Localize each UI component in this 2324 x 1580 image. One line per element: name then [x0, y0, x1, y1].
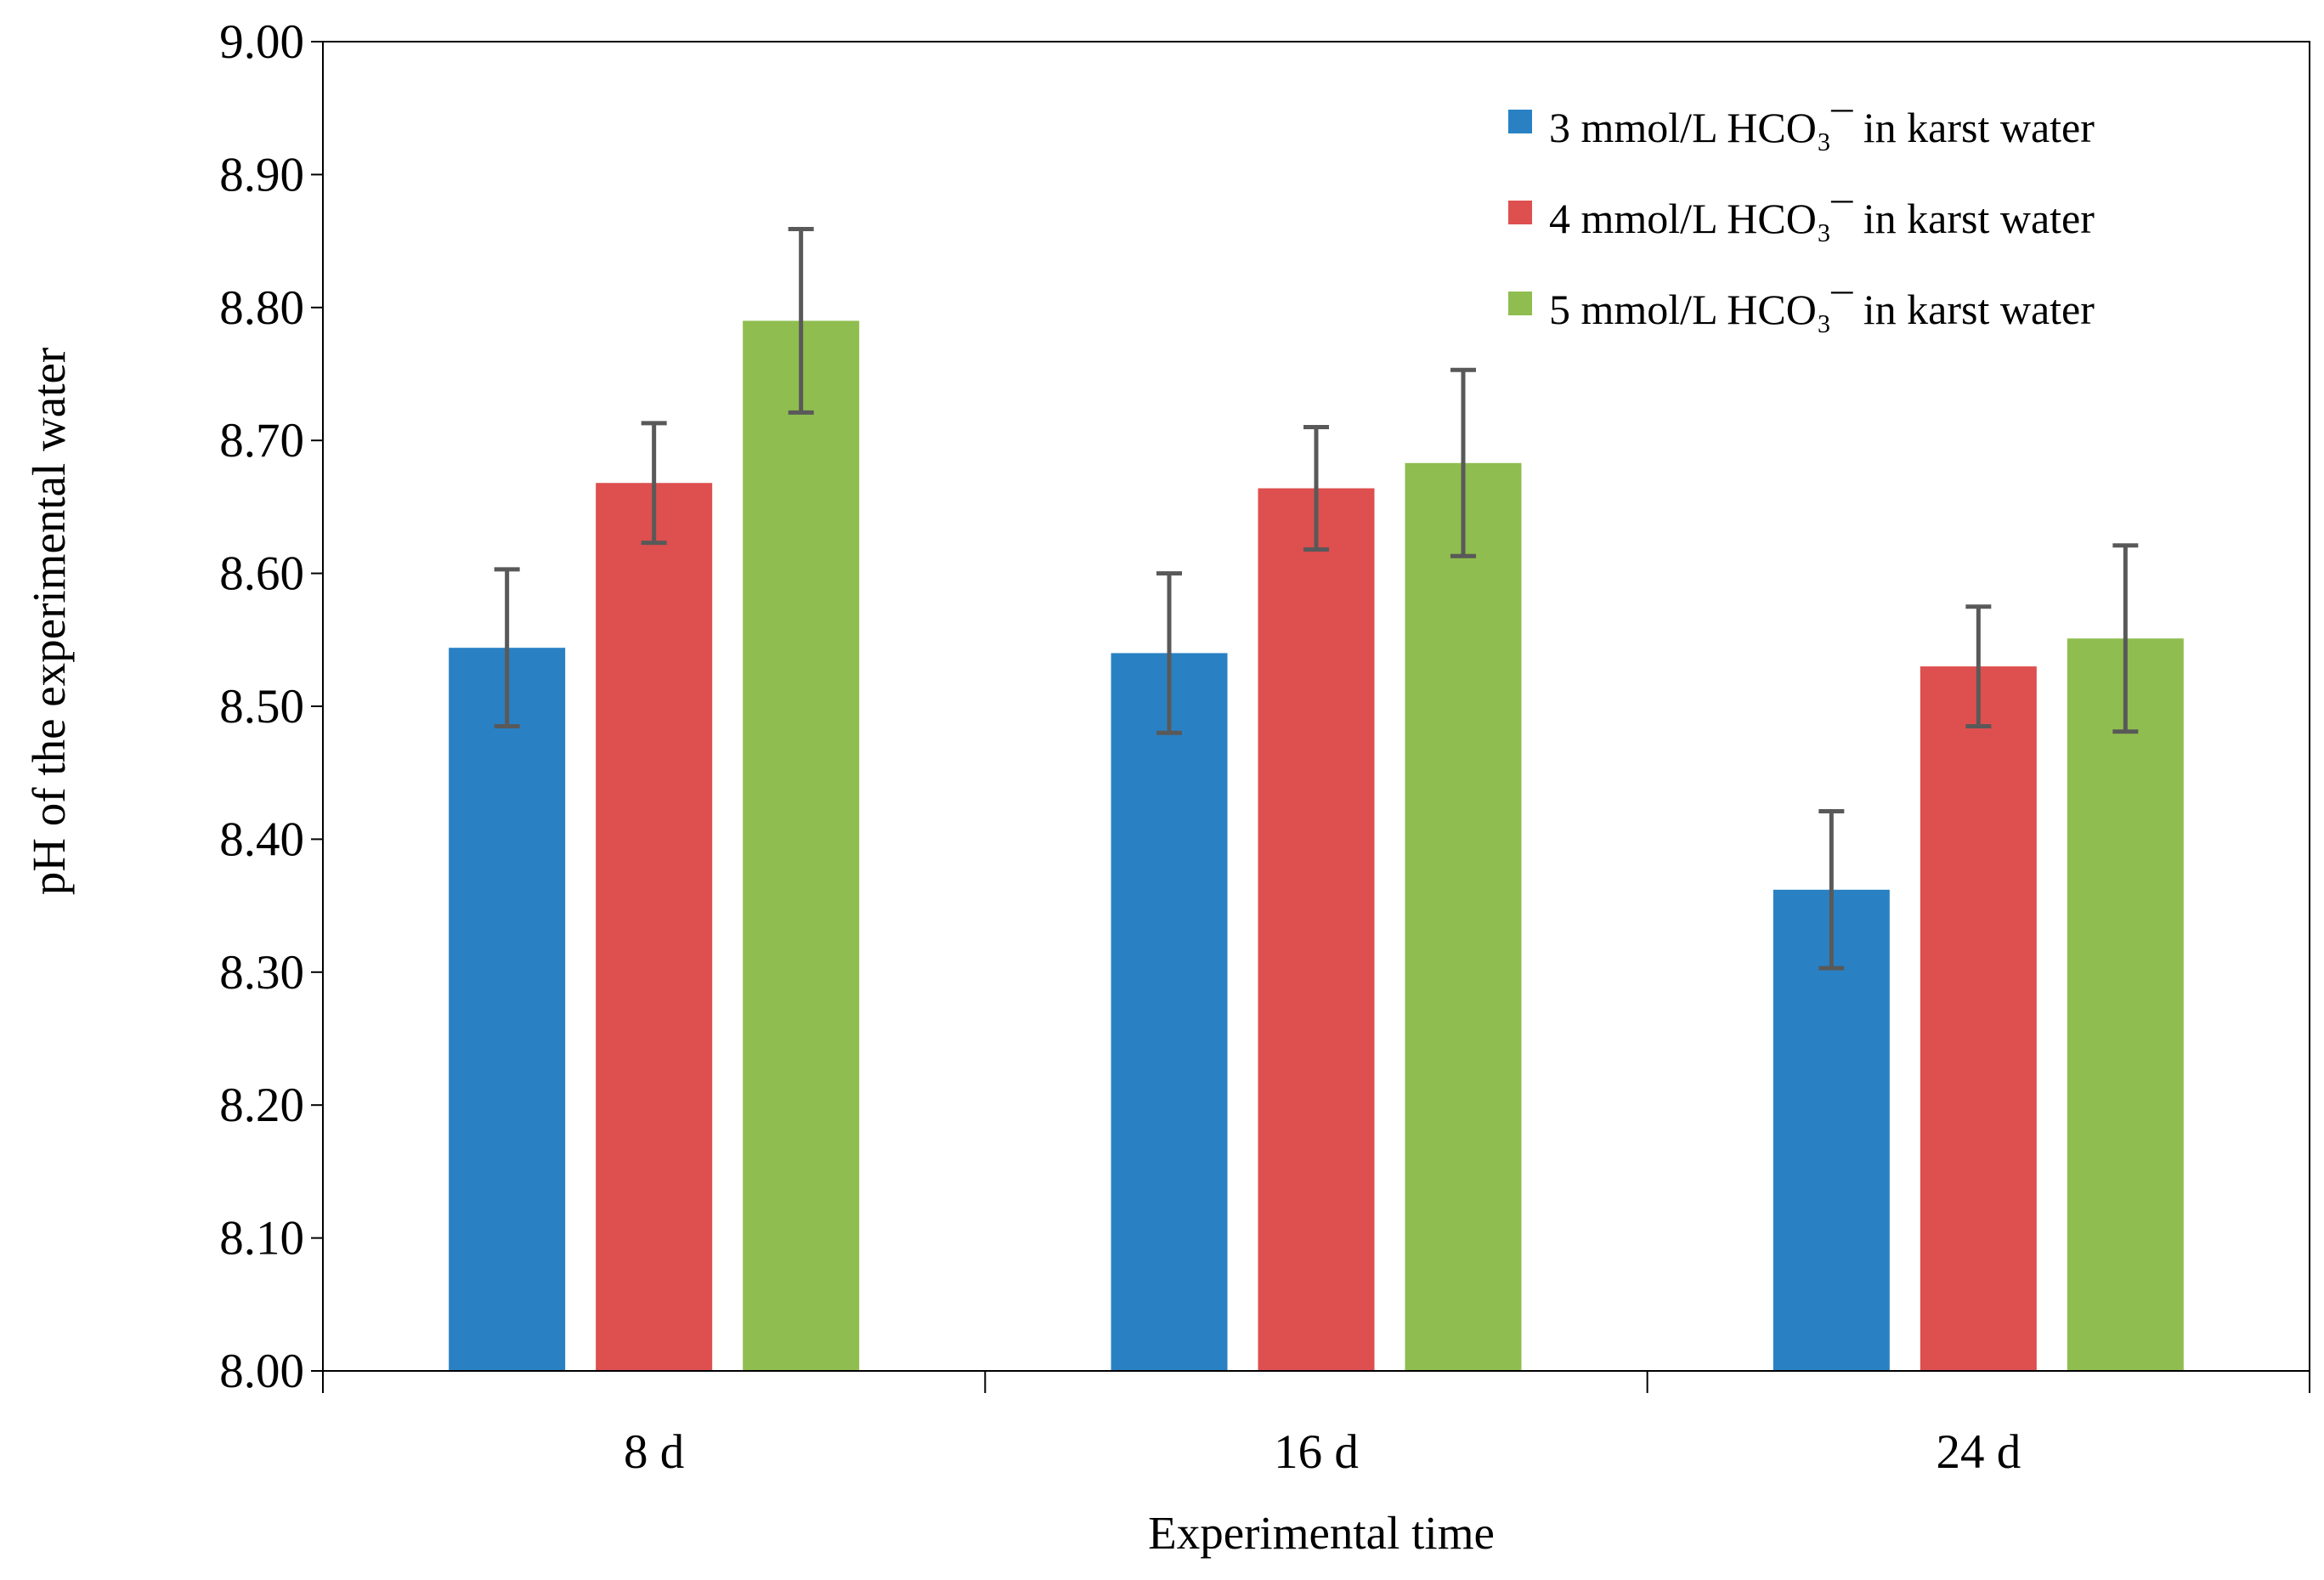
plot-frame: [322, 41, 2310, 1372]
bar: [1258, 488, 1375, 1371]
y-tick-label: 9.00: [219, 15, 304, 69]
legend-label: 3 mmol/L HCO₃¯ in karst water: [1549, 104, 2095, 151]
y-axis-title: pH of the experimental water: [23, 348, 75, 895]
x-axis-ticks: 8 d 16 d 24 d: [322, 1371, 2310, 1479]
x-tick-label: 8 d: [624, 1425, 684, 1479]
bar: [1920, 666, 2037, 1371]
error-bars-group: [494, 227, 2139, 971]
legend-swatch: [1508, 201, 1532, 224]
y-tick-label: 8.80: [219, 281, 304, 335]
x-tick-label: 24 d: [1936, 1425, 2021, 1479]
y-axis-ticks: 8.00 8.10 8.20 8.30 8.40 8.50 8.60 8.70 8.80 8.90…: [219, 15, 323, 1398]
bar: [596, 483, 713, 1371]
legend-swatch: [1508, 110, 1532, 133]
y-tick-label: 8.50: [219, 680, 304, 733]
bar: [449, 648, 566, 1371]
y-tick-label: 8.10: [219, 1212, 304, 1266]
x-tick-label: 16 d: [1274, 1425, 1359, 1479]
y-tick-label: 8.20: [219, 1079, 304, 1132]
y-tick-label: 8.90: [219, 148, 304, 201]
x-axis-title: Experimental time: [1148, 1507, 1495, 1559]
bar: [743, 320, 860, 1372]
y-tick-label: 8.40: [219, 813, 304, 866]
legend-label: 5 mmol/L HCO₃¯ in karst water: [1549, 286, 2095, 333]
legend-label: 4 mmol/L HCO₃¯ in karst water: [1549, 195, 2095, 242]
y-tick-label: 8.60: [219, 547, 304, 601]
legend: 3 mmol/L HCO₃¯ in karst water 4 mmol/L HC…: [1508, 104, 2095, 333]
y-tick-label: 8.00: [219, 1345, 304, 1398]
bar: [1111, 653, 1228, 1371]
bar: [2067, 638, 2184, 1371]
legend-swatch: [1508, 292, 1532, 315]
y-tick-label: 8.70: [219, 414, 304, 467]
bar: [1405, 462, 1522, 1371]
bars-group: [449, 320, 2184, 1372]
y-tick-label: 8.30: [219, 946, 304, 1000]
